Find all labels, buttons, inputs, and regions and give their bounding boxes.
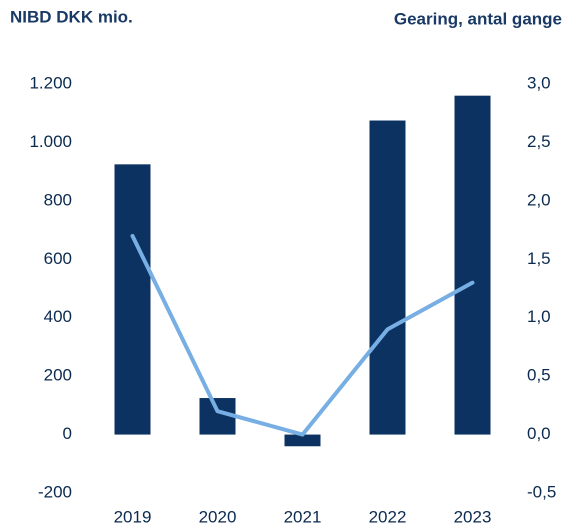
bar [369, 120, 406, 435]
y2-tick-label: 1,0 [527, 307, 551, 326]
y2-tick-label: 3,0 [527, 73, 551, 92]
y2-tick-label: 2,5 [527, 132, 551, 151]
y2-tick-label: -0,5 [527, 482, 556, 501]
bar [284, 434, 321, 447]
y-tick-label: 1.200 [29, 73, 72, 92]
y-tick-label: 600 [44, 249, 72, 268]
x-tick-label: 2023 [454, 507, 492, 526]
y2-tick-label: 0,5 [527, 366, 551, 385]
bar [114, 164, 151, 435]
y-tick-label: 0 [63, 424, 72, 443]
y-tick-label: 800 [44, 190, 72, 209]
line [130, 233, 475, 437]
x-tick-label: 2021 [284, 507, 322, 526]
y-tick-label: 400 [44, 307, 72, 326]
y-tick-label: 200 [44, 366, 72, 385]
bar [454, 95, 491, 435]
y2-tick-label: 0,0 [527, 424, 551, 443]
y-tick-label: 1.000 [29, 132, 72, 151]
x-tick-label: 2022 [369, 507, 407, 526]
y2-tick-label: 1,5 [527, 249, 551, 268]
y2-axis-title: Gearing, antal gange [394, 9, 562, 28]
y-axis-title: NIBD DKK mio. [10, 7, 133, 26]
x-tick-label: 2020 [199, 507, 237, 526]
x-tick-label: 2019 [114, 507, 152, 526]
y2-tick-label: 2,0 [527, 190, 551, 209]
y-tick-label: -200 [38, 482, 72, 501]
